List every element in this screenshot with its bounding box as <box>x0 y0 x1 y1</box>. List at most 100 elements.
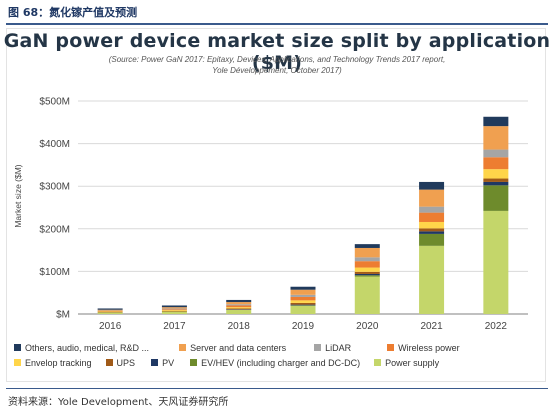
bar-segment-wireless-power-2022 <box>483 157 509 170</box>
legend-swatch <box>14 344 21 351</box>
bar-segment-pv-2021 <box>419 231 445 234</box>
bar-segment-server-and-data-centers-2020 <box>354 247 380 258</box>
legend-swatch <box>105 359 113 366</box>
bar-segment-ups-2020 <box>354 271 380 274</box>
bar-segment-envelop-tracking-2018 <box>226 307 252 309</box>
bar-segment-pv-2018 <box>226 309 252 310</box>
bar-segment-server-and-data-centers-2021 <box>419 189 445 207</box>
legend-label: EV/HEV (including charger and DC-DC) <box>201 357 361 368</box>
bar-segment-envelop-tracking-2019 <box>290 300 316 303</box>
source-note: 资料来源：Yole Development、天风证券研究所 <box>8 397 229 408</box>
legend-row: Others, audio, medical, R&D ... Server an… <box>14 340 544 355</box>
legend-item-wireless-power: Wireless power <box>387 343 460 353</box>
figure-caption: 图 68：氮化镓产值及预测 <box>8 6 138 19</box>
legend-item-server-and-data-centers: Server and data centers <box>179 343 286 353</box>
bar-segment-wireless-power-2017 <box>161 309 187 311</box>
y-tick-label: $200M <box>39 224 70 235</box>
bar-segment-server-and-data-centers-2019 <box>290 289 316 295</box>
bar-segment-power-supply-2016 <box>97 312 123 314</box>
bar-segment-power-supply-2020 <box>354 276 380 314</box>
bar-segment-wireless-power-2019 <box>290 296 316 301</box>
bar-segment-server-and-data-centers-2016 <box>97 309 123 311</box>
bar-segment-pv-2020 <box>354 273 380 276</box>
bar-segment-ups-2021 <box>419 228 445 232</box>
legend-label: Envelop tracking <box>25 357 92 368</box>
legend-item-ups: UPS <box>105 357 136 368</box>
legend-item-pv: PV <box>151 358 174 368</box>
legend-label: PV <box>162 357 175 368</box>
bar-segment-lidar-2016 <box>97 310 123 312</box>
x-tick-label: 2018 <box>228 321 251 332</box>
bar-segment-ev-hev-including-charger-and-dc-dc-2022 <box>483 185 509 211</box>
bar-segment-wireless-power-2021 <box>419 212 445 222</box>
bar-segment-others-audio-medical-r-d-2018 <box>226 299 252 303</box>
bar-segment-power-supply-2018 <box>226 309 252 314</box>
chart-subtitle: (Source: Power GaN 2017: Epitaxy, Device… <box>0 54 554 76</box>
bar-segment-wireless-power-2016 <box>97 311 123 312</box>
legend-swatch <box>387 344 395 351</box>
top-rule <box>6 23 548 25</box>
bar-segment-ups-2019 <box>290 302 316 305</box>
legend-swatch <box>374 359 382 366</box>
bar-segment-others-audio-medical-r-d-2017 <box>161 305 187 308</box>
legend-item-envelop-tracking: Envelop tracking <box>14 358 92 368</box>
bar-segment-server-and-data-centers-2022 <box>483 126 509 150</box>
bar-segment-power-supply-2017 <box>161 311 187 314</box>
bar-segment-pv-2019 <box>290 304 316 306</box>
bar-segment-envelop-tracking-2020 <box>354 267 380 272</box>
legend-item-power-supply: Power supply <box>374 358 439 368</box>
subtitle-line-2: Yole Développement, October 2017) <box>212 66 342 75</box>
x-tick-label: 2019 <box>292 321 315 332</box>
y-tick-label: $M <box>56 310 70 321</box>
bar-segment-lidar-2019 <box>290 294 316 297</box>
x-tick-label: 2016 <box>99 321 122 332</box>
legend-label: Power supply <box>385 357 440 368</box>
legend-label: LiDAR <box>325 342 352 353</box>
bar-segment-power-supply-2019 <box>290 305 316 314</box>
subtitle-line-1: (Source: Power GaN 2017: Epitaxy, Device… <box>108 55 446 64</box>
bar-segment-envelop-tracking-2017 <box>161 310 187 312</box>
bar-segment-ups-2016 <box>97 311 123 313</box>
bar-segment-others-audio-medical-r-d-2021 <box>419 181 445 190</box>
legend-swatch <box>314 344 322 351</box>
bar-segment-wireless-power-2018 <box>226 305 252 308</box>
bar-segment-ups-2022 <box>483 178 509 182</box>
bar-segment-lidar-2018 <box>226 304 252 306</box>
legend-label: Server and data centers <box>190 342 287 353</box>
chart-title: GaN power device market size split by ap… <box>3 30 551 74</box>
x-tick-label: 2022 <box>485 321 508 332</box>
x-tick-label: 2020 <box>356 321 379 332</box>
y-tick-label: $500M <box>39 97 70 108</box>
legend-row: Envelop tracking UPS PV EV/HEV (including c… <box>14 355 544 370</box>
bar-segment-envelop-tracking-2016 <box>97 311 123 312</box>
y-tick-label: $100M <box>39 267 70 278</box>
bar-segment-lidar-2022 <box>483 149 509 158</box>
bar-segment-pv-2022 <box>483 181 509 186</box>
legend-item-ev-hev-including-charger-and-dc-dc: EV/HEV (including charger and DC-DC) <box>190 358 360 368</box>
bottom-rule <box>6 388 548 389</box>
bar-segment-ups-2017 <box>161 311 187 312</box>
legend-label: UPS <box>116 357 136 368</box>
legend-label: Others, audio, medical, R&D ... <box>25 342 150 353</box>
legend-swatch <box>151 359 159 366</box>
y-tick-label: $400M <box>39 139 70 150</box>
legend-item-others-audio-medical-r-d: Others, audio, medical, R&D ... <box>14 343 149 353</box>
bar-segment-envelop-tracking-2021 <box>419 221 445 229</box>
bar-segment-server-and-data-centers-2018 <box>226 302 252 305</box>
bar-segment-power-supply-2022 <box>483 210 509 314</box>
legend-label: Wireless power <box>398 342 460 353</box>
bar-segment-envelop-tracking-2022 <box>483 169 509 179</box>
bar-segment-lidar-2020 <box>354 257 380 262</box>
chart-panel <box>6 28 546 382</box>
bar-segment-others-audio-medical-r-d-2022 <box>483 116 509 127</box>
bar-segment-lidar-2021 <box>419 206 445 213</box>
bar-segment-others-audio-medical-r-d-2019 <box>290 286 316 290</box>
bar-segment-power-supply-2021 <box>419 245 445 314</box>
legend-swatch <box>179 344 187 351</box>
legend-item-lidar: LiDAR <box>314 343 351 353</box>
bar-segment-ev-hev-including-charger-and-dc-dc-2021 <box>419 233 445 246</box>
bar-segment-wireless-power-2020 <box>354 261 380 268</box>
bar-segment-ups-2018 <box>226 308 252 310</box>
legend-swatch <box>14 359 21 366</box>
